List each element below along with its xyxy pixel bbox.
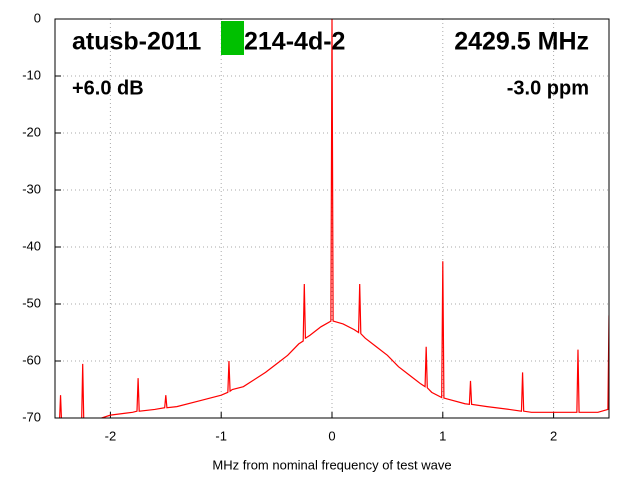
x-tick-label: 0 [328,428,335,443]
annotation: -3.0 ppm [507,77,589,99]
green-marker [221,21,244,55]
y-tick-label: 0 [34,10,41,25]
plot-frame [54,18,610,419]
plot-area [59,19,609,418]
y-tick-label: -70 [22,409,41,424]
y-tick-label: -20 [22,124,41,139]
annotation: +6.0 dB [72,77,144,99]
x-tick-label: 2 [550,428,557,443]
y-tick-label: -50 [22,295,41,310]
annotation: 2429.5 MHz [454,28,589,56]
annotation: 214-4d-2 [244,28,345,56]
x-tick-label: -1 [215,428,227,443]
x-axis-label: MHz from nominal frequency of test wave [212,457,451,472]
x-tick-label: -2 [105,428,117,443]
annotation: atusb-2011 [72,28,201,56]
y-tick-label: -30 [22,181,41,196]
y-tick-label: -60 [22,352,41,367]
data-line [59,19,609,418]
y-tick-label: -10 [22,67,41,82]
x-tick-label: 1 [439,428,446,443]
y-tick-label: -40 [22,238,41,253]
